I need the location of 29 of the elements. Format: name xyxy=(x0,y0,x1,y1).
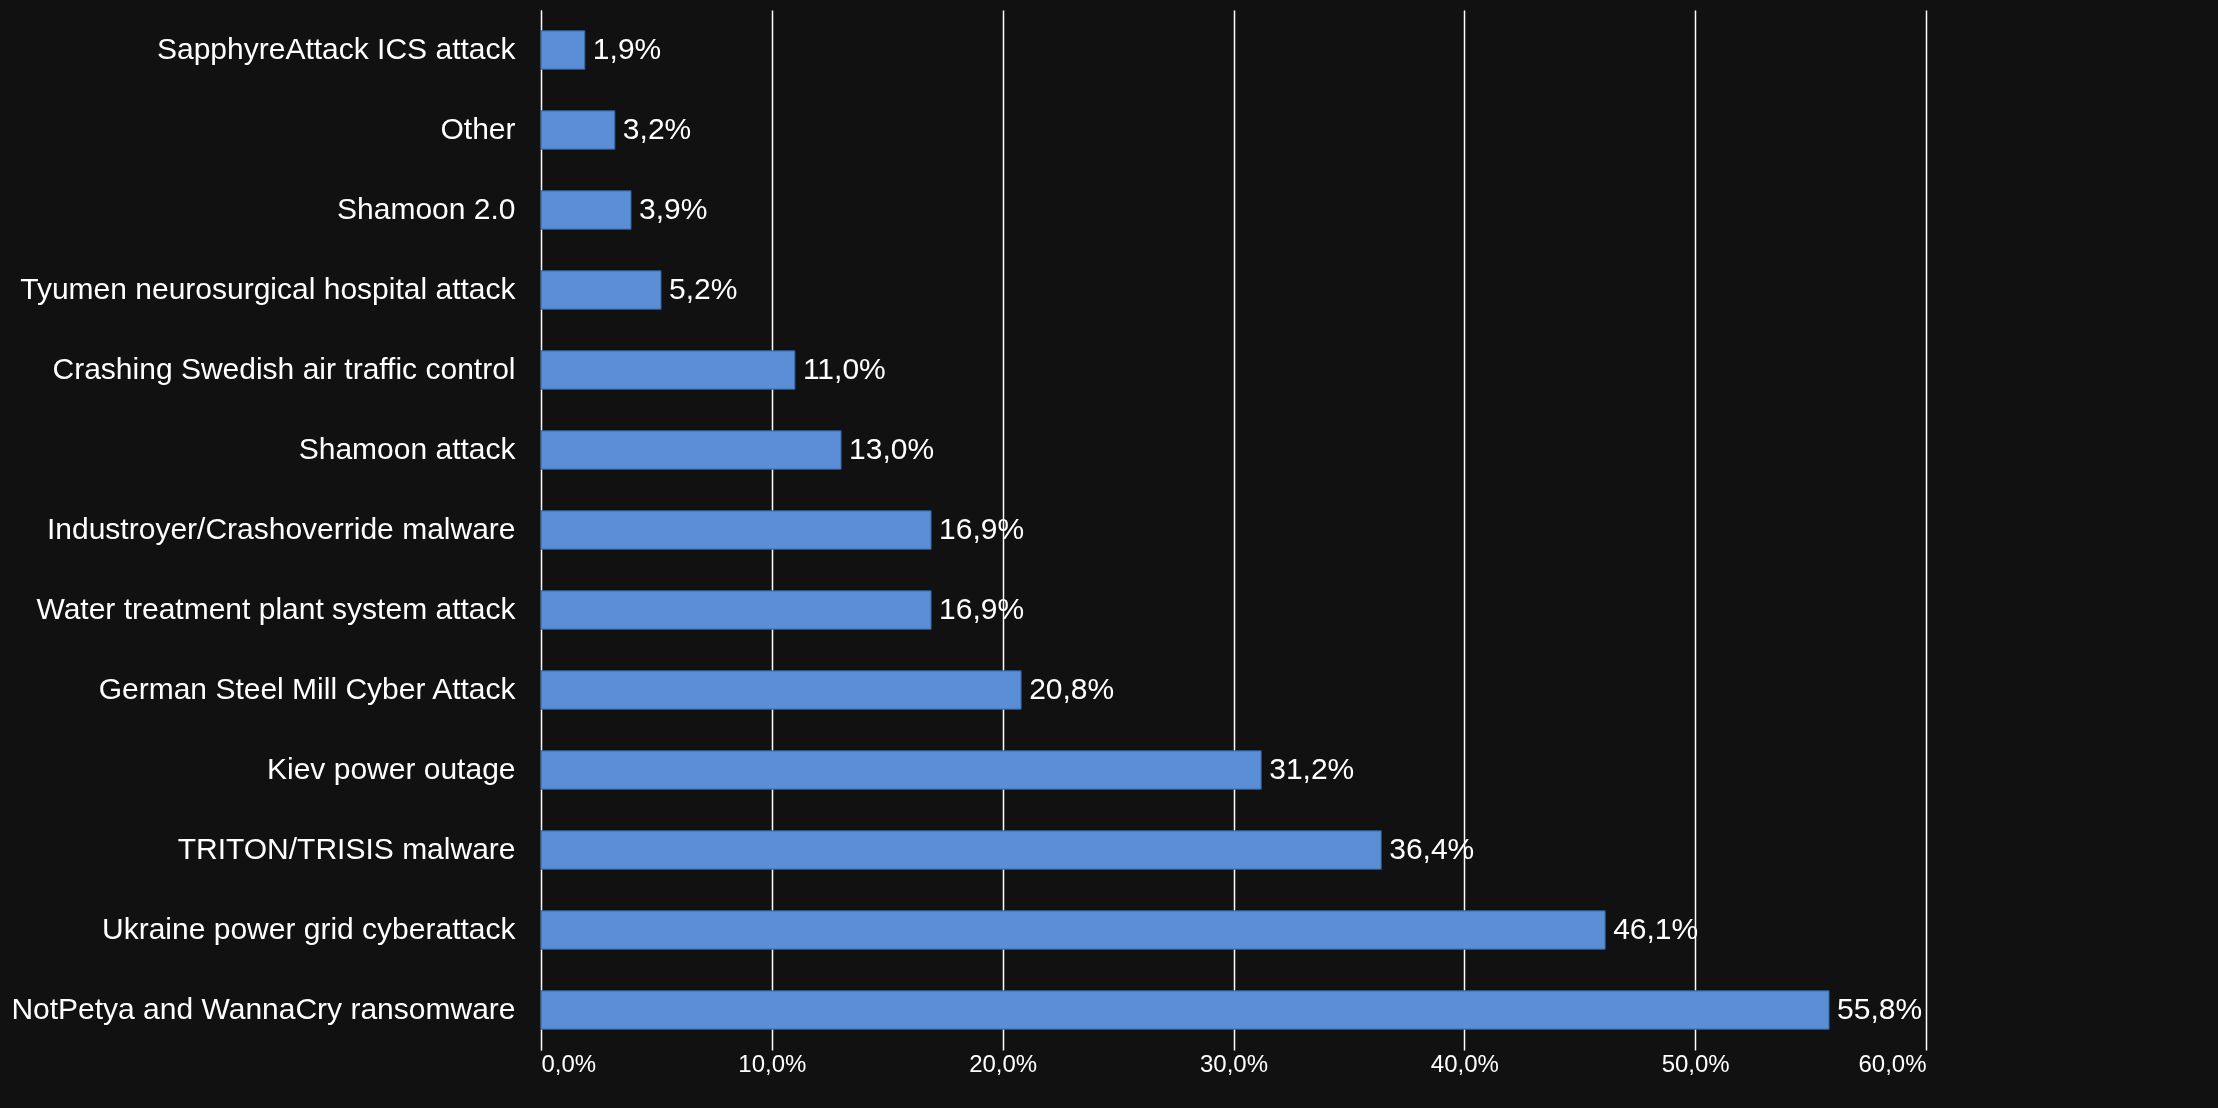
x-tick-label: 60,0% xyxy=(1858,1049,1927,1077)
data-label: 55,8% xyxy=(1837,992,1923,1025)
y-tick-label: Industroyer/Crashoverride malware xyxy=(46,512,516,545)
y-tick-label: Other xyxy=(440,112,516,145)
x-tick-label: 0,0% xyxy=(541,1049,597,1077)
y-tick-label: Water treatment plant system attack xyxy=(36,592,517,625)
y-tick-label: Tyumen neurosurgical hospital attack xyxy=(20,272,517,305)
data-label: 20,8% xyxy=(1029,672,1115,705)
x-tick-label: 30,0% xyxy=(1199,1049,1269,1077)
data-label: 13,0% xyxy=(849,432,935,465)
x-tick-label: 40,0% xyxy=(1430,1049,1499,1077)
y-tick-label: Kiev power outage xyxy=(267,752,516,785)
data-label: 3,9% xyxy=(639,192,708,225)
data-label: 3,2% xyxy=(622,112,692,145)
y-tick-label: Crashing Swedish air traffic control xyxy=(52,352,516,385)
y-tick-label: German Steel Mill Cyber Attack xyxy=(98,672,517,705)
y-tick-label: Shamoon attack xyxy=(298,432,517,465)
x-tick-label: 20,0% xyxy=(969,1049,1038,1077)
x-tick-label: 50,0% xyxy=(1661,1049,1730,1077)
y-tick-label: SapphyreAttack ICS attack xyxy=(156,32,517,65)
y-tick-label: TRITON/TRISIS malware xyxy=(177,832,516,865)
y-tick-label: Ukraine power grid cyberattack xyxy=(101,912,517,945)
data-label: 5,2% xyxy=(669,272,738,305)
y-tick-label: Shamoon 2.0 xyxy=(337,192,516,225)
data-label: 31,2% xyxy=(1269,752,1355,785)
x-tick-label: 10,0% xyxy=(738,1049,807,1077)
data-label: 11,0% xyxy=(802,352,886,385)
y-tick-label: NotPetya and WannaCry ransomware xyxy=(11,992,516,1025)
data-label: 1,9% xyxy=(592,32,662,65)
